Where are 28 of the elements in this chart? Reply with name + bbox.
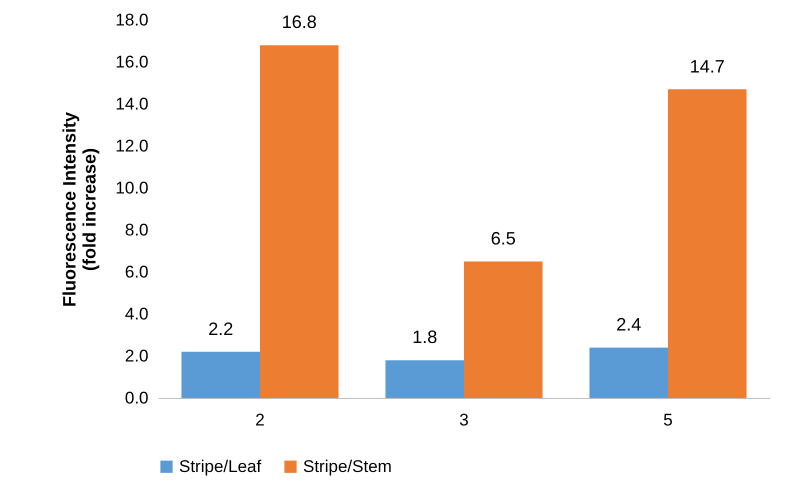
data-label: 16.8 [282,12,317,32]
data-label: 2.2 [208,318,234,339]
bar [668,89,747,398]
data-label: 6.5 [490,228,516,248]
bar [260,45,339,398]
bar [589,348,668,398]
x-tick-label: 5 [663,410,673,430]
y-tick-label: 16.0 [115,52,148,72]
y-tick-label: 2.0 [124,346,148,366]
x-tick-label: 3 [459,410,469,430]
y-tick-label: 8.0 [124,220,148,240]
y-tick-label: 0.0 [124,388,148,408]
y-tick-label: 10.0 [115,178,148,198]
y-tick-label: 18.0 [115,10,148,30]
bar [464,262,543,398]
x-tick-label: 2 [255,410,265,430]
data-label: 1.8 [412,327,438,348]
y-tick-label: 4.0 [124,304,148,324]
y-tick-label: 12.0 [115,136,148,156]
legend-label: Stripe/Stem [303,456,392,476]
y-tick-label: 14.0 [115,94,148,114]
data-label: 14.7 [690,56,725,76]
bar [181,352,260,398]
data-label: 2.4 [616,314,642,335]
y-tick-label: 6.0 [124,262,148,282]
legend-label: Stripe/Leaf [179,456,262,476]
bar [385,360,464,398]
y-axis-title: Fluorescence Intensity (fold increase) [59,112,100,308]
